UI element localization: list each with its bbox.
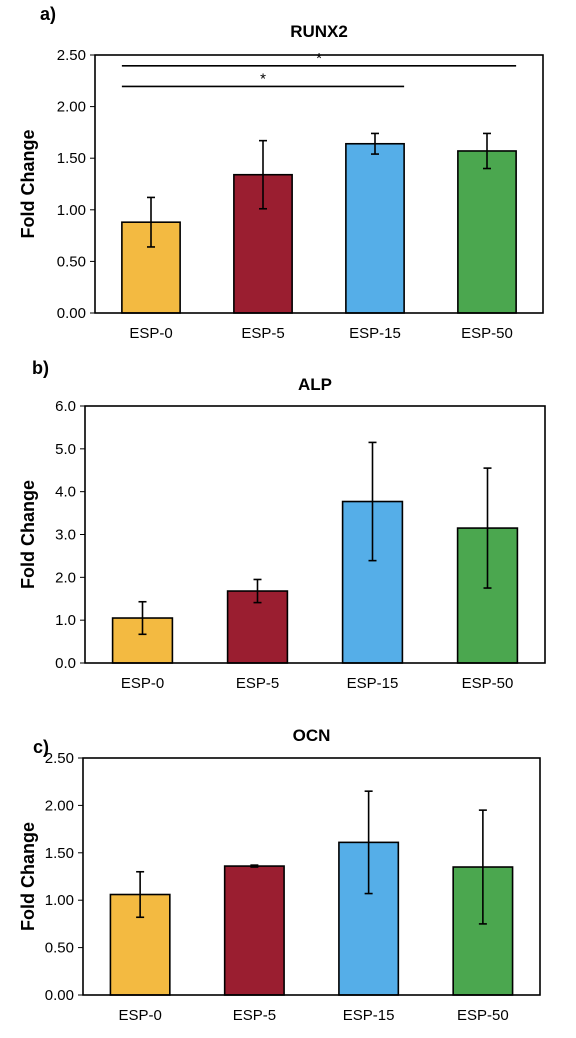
bar-esp-15	[345, 142, 405, 314]
x-tick-label: ESP-0	[118, 1007, 161, 1024]
y-tick-label: 1.0	[55, 612, 76, 629]
panel-label: c)	[33, 737, 49, 757]
plot-frame	[82, 757, 541, 996]
x-tick-label: ESP-5	[233, 1007, 276, 1024]
y-axis-label: Fold Change	[18, 822, 38, 931]
y-tick-label: 0.50	[57, 253, 86, 270]
significance-star: *	[260, 70, 266, 87]
significance-star: *	[316, 50, 322, 67]
y-tick-label: 2.50	[57, 47, 86, 64]
bar-esp-50	[457, 150, 517, 314]
y-tick-label: 4.0	[55, 484, 76, 501]
y-tick-label: 6.0	[55, 398, 76, 415]
chart-title: ALP	[298, 375, 332, 394]
y-tick-label: 1.50	[45, 845, 74, 862]
chart-panel-2: b) ALP Fold Change 0.0 1.0 2.0 3.0 4.0 5.0 6.0 ESP…	[18, 358, 546, 692]
x-tick-label: ESP-5	[241, 325, 284, 342]
bar-esp-5	[223, 865, 285, 996]
x-tick-label: ESP-15	[343, 1007, 395, 1024]
x-tick-label: ESP-15	[347, 675, 399, 692]
y-tick-label: 0.00	[45, 987, 74, 1004]
chart-panel-1: a) RUNX2 Fold Change 0.00 0.50 1.00 1.50 2.00 2.…	[18, 4, 544, 342]
x-tick-label: ESP-50	[462, 675, 514, 692]
y-tick-label: 5.0	[55, 441, 76, 458]
chart-title: OCN	[293, 726, 331, 745]
panel-label: a)	[40, 4, 56, 24]
y-axis-label: Fold Change	[18, 130, 38, 239]
chart-title: RUNX2	[290, 22, 348, 41]
y-tick-label: 2.00	[57, 99, 86, 116]
panel-label: b)	[32, 358, 49, 378]
x-tick-label: ESP-0	[129, 325, 172, 342]
y-tick-label: 0.0	[55, 655, 76, 672]
y-tick-label: 0.50	[45, 940, 74, 957]
y-axis-label: Fold Change	[18, 480, 38, 589]
plot-frame	[84, 405, 546, 664]
x-tick-label: ESP-50	[457, 1007, 509, 1024]
x-tick-label: ESP-0	[121, 675, 164, 692]
chart-panel-3: c) OCN Fold Change 0.00 0.50 1.00 1.50 2.00 2.50…	[18, 726, 541, 1024]
plot-frame	[94, 54, 544, 314]
y-tick-label: 2.00	[45, 797, 74, 814]
y-tick-label: 2.0	[55, 569, 76, 586]
y-tick-label: 3.0	[55, 527, 76, 544]
x-tick-label: ESP-5	[236, 675, 279, 692]
x-tick-label: ESP-50	[461, 325, 513, 342]
y-tick-label: 2.50	[45, 750, 74, 767]
y-tick-label: 1.00	[45, 892, 74, 909]
x-tick-label: ESP-15	[349, 325, 401, 342]
y-tick-label: 0.00	[57, 305, 86, 322]
y-tick-label: 1.50	[57, 150, 86, 167]
y-tick-label: 1.00	[57, 202, 86, 219]
